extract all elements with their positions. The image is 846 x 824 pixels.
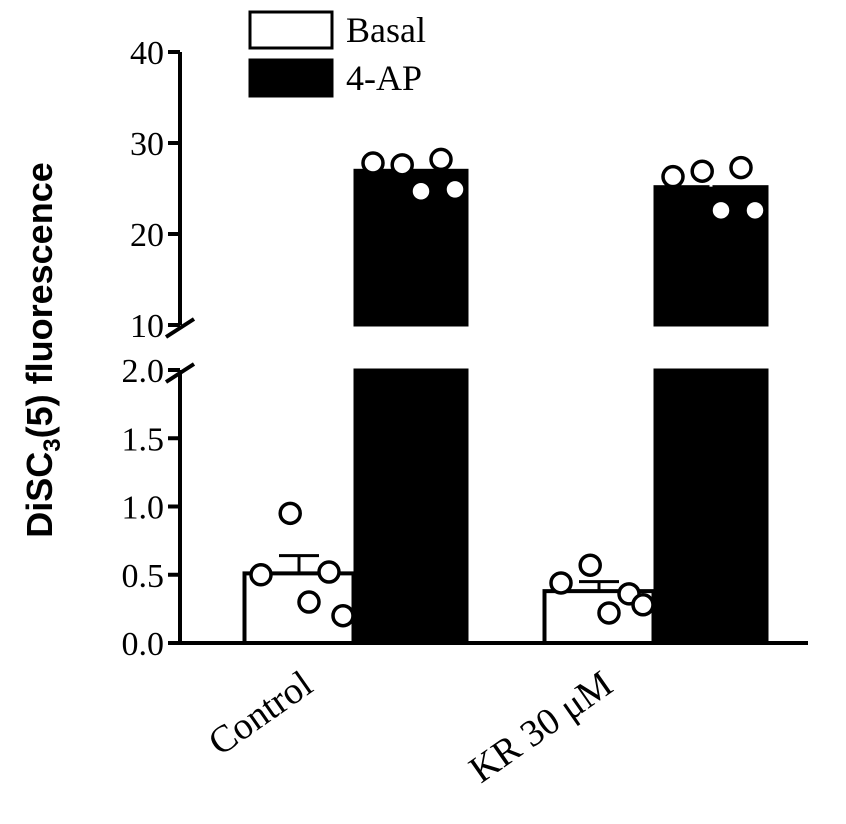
point-4-AP-1-1 <box>729 155 753 180</box>
point-4-AP-0-0 <box>390 153 414 177</box>
point-Basal-1-2 <box>549 571 573 595</box>
y-tick-lower-2.0-label: 2.0 <box>122 353 165 390</box>
y-tick-upper-30-label: 30 <box>130 126 164 163</box>
axis-break-lower <box>164 362 196 384</box>
y-tick-lower-1.5-label: 1.5 <box>122 421 165 458</box>
legend: Basal 4-AP <box>248 10 426 98</box>
y-tick-upper-40-label: 40 <box>130 35 164 72</box>
point-4-AP-0-4 <box>443 177 467 202</box>
y-tick-upper-10-label: 10 <box>130 308 164 345</box>
point-4-AP-0-3 <box>409 179 433 203</box>
tick-labels: 0.0 0.5 1.0 1.5 2.0 10 20 30 40 <box>122 35 165 663</box>
axis-break-upper <box>164 317 196 339</box>
category-labels: Control KR 30 μM <box>201 663 620 791</box>
point-Basal-0-4 <box>331 603 355 628</box>
point-Basal-0-0 <box>278 501 302 526</box>
y-axis-label: DiSC3(5) fluorescence <box>19 162 66 537</box>
point-4-AP-1-2 <box>661 164 685 189</box>
y-axis-label-subscript: 3 <box>39 438 66 451</box>
point-4-AP-0-1 <box>429 147 453 172</box>
y-axis-label-rest: (5) fluorescence <box>19 162 60 438</box>
legend-swatch-4-AP <box>248 58 334 98</box>
data-points <box>249 147 767 628</box>
legend-swatch-Basal <box>248 10 334 50</box>
point-Basal-0-1 <box>317 560 341 584</box>
category-label-0: Control <box>201 663 320 764</box>
point-Basal-0-3 <box>297 590 321 614</box>
point-Basal-1-4 <box>631 593 655 617</box>
y-tick-lower-0.5-label: 0.5 <box>122 558 165 595</box>
point-Basal-1-0 <box>578 553 602 577</box>
y-tick-lower-1.0-label: 1.0 <box>122 490 165 527</box>
legend-label-Basal: Basal <box>346 10 426 50</box>
point-4-AP-0-2 <box>361 151 385 175</box>
y-tick-lower-0.0-label: 0.0 <box>122 626 165 663</box>
point-Basal-1-3 <box>597 601 621 625</box>
point-Basal-0-2 <box>249 563 273 587</box>
y-axis-label-main: DiSC <box>19 452 60 538</box>
legend-label-4-AP: 4-AP <box>346 58 422 98</box>
category-label-1: KR 30 μM <box>462 663 620 791</box>
bar-4-AP-0-lower <box>353 368 469 645</box>
point-4-AP-1-4 <box>743 198 767 223</box>
point-4-AP-1-3 <box>709 198 733 223</box>
point-4-AP-1-0 <box>690 159 714 183</box>
bar-4-AP-1-lower <box>653 368 769 645</box>
y-tick-upper-20-label: 20 <box>130 217 164 254</box>
